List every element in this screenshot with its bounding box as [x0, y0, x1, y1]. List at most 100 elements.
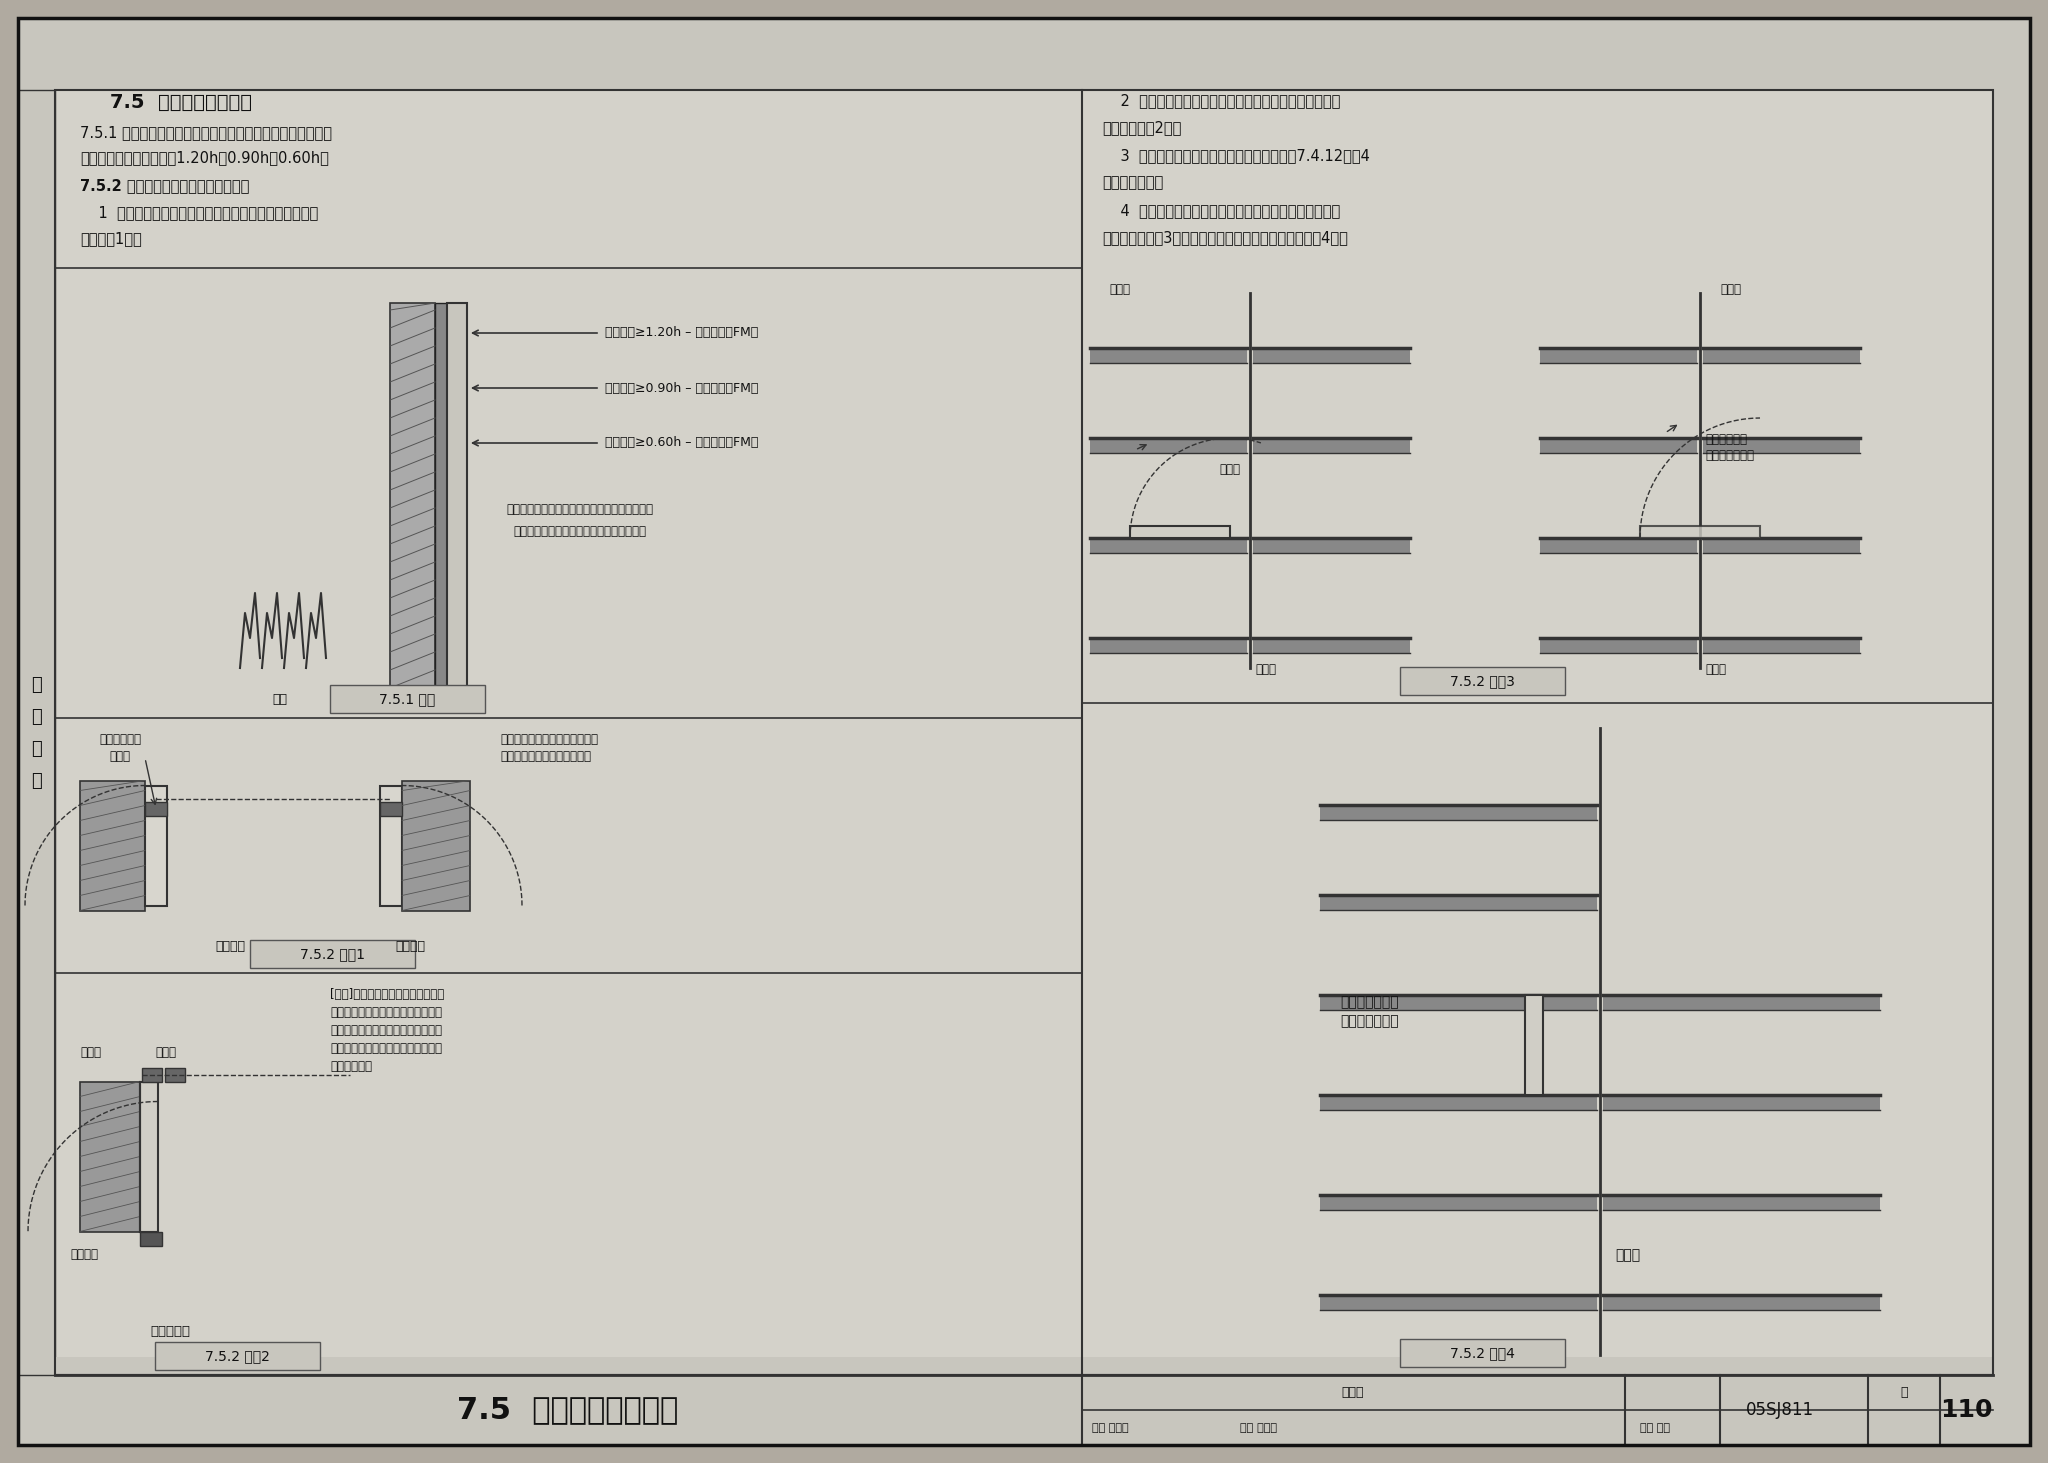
- Bar: [1540, 437, 1698, 454]
- Text: 防火门开起后
不应跨越变形缝: 防火门开起后 不应跨越变形缝: [1706, 433, 1753, 462]
- Text: 耐火极限≥0.60h – 丙级防火门FM丙: 耐火极限≥0.60h – 丙级防火门FM丙: [604, 436, 758, 449]
- Bar: [1401, 1339, 1565, 1366]
- Bar: [139, 1232, 162, 1245]
- Bar: [1604, 1094, 1880, 1110]
- Bar: [1704, 538, 1860, 553]
- Text: 耐火极限≥1.20h – 甲级防火门FM甲: 耐火极限≥1.20h – 甲级防火门FM甲: [604, 326, 758, 339]
- Bar: [1321, 1295, 1597, 1309]
- Bar: [1090, 437, 1247, 454]
- Bar: [1321, 895, 1597, 910]
- Bar: [250, 941, 416, 969]
- Bar: [1604, 1295, 1880, 1309]
- Text: 2  常开防火门应能在火灾时自行关闭，并应有信号反馈: 2 常开防火门应能在火灾时自行关闭，并应有信号反馈: [1102, 94, 1339, 108]
- Text: 页: 页: [1901, 1387, 1909, 1400]
- Bar: [55, 91, 1993, 1375]
- Bar: [434, 303, 446, 688]
- Text: 7.5.2 防火门的设置应符合下列规定：: 7.5.2 防火门的设置应符合下列规定：: [80, 178, 250, 193]
- Text: 双扇防火门应装设闭门器和顺序
器（控制门扇先后开关顺序）: 双扇防火门应装设闭门器和顺序 器（控制门扇先后开关顺序）: [500, 733, 598, 764]
- Bar: [1253, 538, 1409, 553]
- Bar: [446, 303, 467, 688]
- Text: 7.5.1 图示: 7.5.1 图示: [379, 692, 436, 707]
- Bar: [1253, 437, 1409, 454]
- Bar: [156, 1342, 319, 1369]
- Bar: [1321, 1195, 1597, 1210]
- Bar: [80, 1081, 139, 1232]
- Text: 变形缝: 变形缝: [1219, 462, 1239, 475]
- Bar: [145, 786, 168, 906]
- Text: 闭门器: 闭门器: [80, 1046, 100, 1059]
- Text: 先关闭扇: 先关闭扇: [215, 941, 246, 952]
- Text: 变形缝: 变形缝: [1255, 663, 1276, 676]
- Bar: [1321, 995, 1597, 1009]
- Text: 7.5.2 图示2: 7.5.2 图示2: [205, 1349, 270, 1364]
- Bar: [1604, 1195, 1880, 1210]
- Bar: [1704, 437, 1860, 454]
- Text: 顺序器: 顺序器: [156, 1046, 176, 1059]
- Text: 建
筑
构
造: 建 筑 构 造: [31, 676, 41, 790]
- Text: [注释]门上应设闭门器（或自动闭门
器）、顺序器和火灾时能使闭门器工
作的释放器和信号反馈装置，由消防
控制中心控制，做到发生火灾时，门
能自动关闭。: [注释]门上应设闭门器（或自动闭门 器）、顺序器和火灾时能使闭门器工 作的释放器…: [330, 988, 444, 1072]
- Bar: [1130, 527, 1231, 538]
- Bar: [1540, 538, 1698, 553]
- Bar: [55, 91, 1993, 1375]
- Bar: [330, 685, 485, 712]
- Text: 款规定除外）；: 款规定除外）；: [1102, 176, 1163, 190]
- Text: 防火门: 防火门: [1110, 282, 1130, 296]
- Text: 7.5.2 图示1: 7.5.2 图示1: [299, 947, 365, 961]
- Text: 耐火极限≥0.90h – 乙级防火门FM乙: 耐火极限≥0.90h – 乙级防火门FM乙: [604, 382, 758, 395]
- Bar: [55, 1358, 1993, 1445]
- Text: 设计 卢升: 设计 卢升: [1640, 1423, 1669, 1432]
- Text: 后关闭扇: 后关闭扇: [395, 941, 426, 952]
- Bar: [1604, 995, 1880, 1009]
- Text: 05SJ811: 05SJ811: [1747, 1402, 1815, 1419]
- Text: 的功能【图示2】；: 的功能【图示2】；: [1102, 120, 1182, 135]
- Bar: [166, 1068, 184, 1081]
- Text: 7.5  防火门和防火卷帘: 7.5 防火门和防火卷帘: [111, 94, 252, 113]
- Text: 火源: 火源: [272, 693, 287, 707]
- Text: 7.5  防火门和防火卷帘: 7.5 防火门和防火卷帘: [457, 1396, 678, 1425]
- Bar: [1090, 638, 1247, 652]
- Bar: [145, 802, 168, 815]
- Bar: [381, 786, 401, 906]
- Bar: [1090, 348, 1247, 363]
- Bar: [1540, 638, 1698, 652]
- Bar: [1401, 667, 1565, 695]
- Bar: [389, 303, 434, 688]
- Text: 其耐火极限分别不应低于1.20h、0.90h和0.60h。: 其耐火极限分别不应低于1.20h、0.90h和0.60h。: [80, 151, 330, 165]
- Text: 防火门应设置在
楼层较多的一侧: 防火门应设置在 楼层较多的一侧: [1339, 995, 1399, 1028]
- Bar: [401, 780, 469, 910]
- Bar: [141, 1068, 162, 1081]
- Bar: [1321, 805, 1597, 819]
- Text: 能【图示1】；: 能【图示1】；: [80, 231, 141, 246]
- Bar: [1704, 348, 1860, 363]
- Bar: [1704, 638, 1860, 652]
- Bar: [1540, 348, 1698, 363]
- Text: 在标准耐火试验条件下，防火门从受到火的作用: 在标准耐火试验条件下，防火门从受到火的作用: [506, 503, 653, 516]
- Text: 7.5.1 防火门按其耐火极限可分为甲级、乙级和丙级防火门，: 7.5.1 防火门按其耐火极限可分为甲级、乙级和丙级防火门，: [80, 124, 332, 140]
- Text: 常开防火门: 常开防火门: [150, 1325, 190, 1339]
- Bar: [1253, 348, 1409, 363]
- Bar: [80, 780, 145, 910]
- Text: 越变形缝【图示3】，并应设置在楼层较多的一侧【图示4】。: 越变形缝【图示3】，并应设置在楼层较多的一侧【图示4】。: [1102, 230, 1348, 244]
- Text: 4  设置在变形缝附近时，防火门开起后，其门扇不应跨: 4 设置在变形缝附近时，防火门开起后，其门扇不应跨: [1102, 203, 1339, 218]
- Text: 110: 110: [1939, 1399, 1993, 1422]
- Text: 时起到失去完整性和隔热性时止的这段时间: 时起到失去完整性和隔热性时止的这段时间: [514, 525, 647, 538]
- Text: 1  应具有自锁功能。双扇防火门应具有按顺序关闭的功: 1 应具有自锁功能。双扇防火门应具有按顺序关闭的功: [80, 205, 317, 219]
- Bar: [1526, 995, 1542, 1094]
- Text: 阻火带: 阻火带: [1720, 282, 1741, 296]
- Text: 变形缝: 变形缝: [1706, 663, 1726, 676]
- Bar: [1640, 527, 1759, 538]
- Text: 防火门应装设
闭门器: 防火门应装设 闭门器: [98, 733, 141, 764]
- Bar: [1090, 538, 1247, 553]
- Text: 7.5.2 图示3: 7.5.2 图示3: [1450, 674, 1513, 688]
- Text: 图集号: 图集号: [1341, 1387, 1364, 1400]
- Bar: [1253, 638, 1409, 652]
- Text: 电磁门吸: 电磁门吸: [70, 1248, 98, 1261]
- Text: 校对 王宗存: 校对 王宗存: [1239, 1423, 1278, 1432]
- Bar: [381, 802, 401, 815]
- Text: 3  防火门内外两侧应能手动开启（本规范第7.4.12条第4: 3 防火门内外两侧应能手动开启（本规范第7.4.12条第4: [1102, 148, 1370, 162]
- Bar: [139, 1081, 158, 1232]
- Bar: [18, 91, 55, 1375]
- Text: 变形缝: 变形缝: [1616, 1248, 1640, 1263]
- Text: 审核 庄敬仪: 审核 庄敬仪: [1092, 1423, 1128, 1432]
- Text: 7.5.2 图示4: 7.5.2 图示4: [1450, 1346, 1513, 1361]
